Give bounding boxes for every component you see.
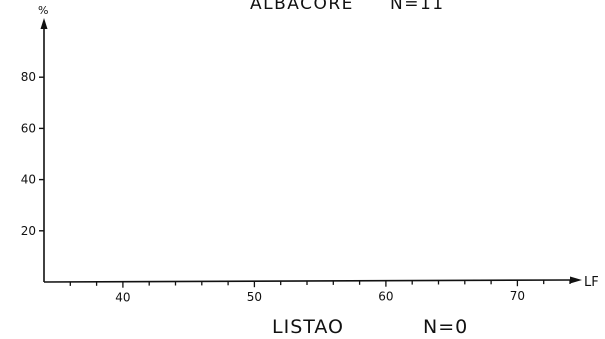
chart-title: ALBACORE xyxy=(250,0,354,14)
x-axis-label: LF xyxy=(584,275,599,290)
y-axis-arrow xyxy=(40,18,48,29)
x-axis-ticks: 40 50 60 70 xyxy=(69,280,571,305)
x-tick-label: 50 xyxy=(247,290,262,304)
panel-sample-size-listao: N=0 xyxy=(423,316,468,338)
y-tick-label: 20 xyxy=(21,224,36,238)
y-axis-label: % xyxy=(38,4,48,17)
sample-size-label: N=11 xyxy=(390,0,445,14)
x-tick-label: 70 xyxy=(510,289,525,303)
y-tick-label: 60 xyxy=(21,121,36,135)
x-tick-label: 60 xyxy=(378,290,393,304)
panel-title-listao: LISTAO xyxy=(272,316,344,338)
y-tick-label: 40 xyxy=(21,173,36,187)
x-tick-label: 40 xyxy=(115,291,130,305)
x-axis-arrow xyxy=(570,276,582,284)
y-tick-label: 80 xyxy=(21,70,36,84)
y-axis-ticks: 20 40 60 80 xyxy=(21,70,44,238)
